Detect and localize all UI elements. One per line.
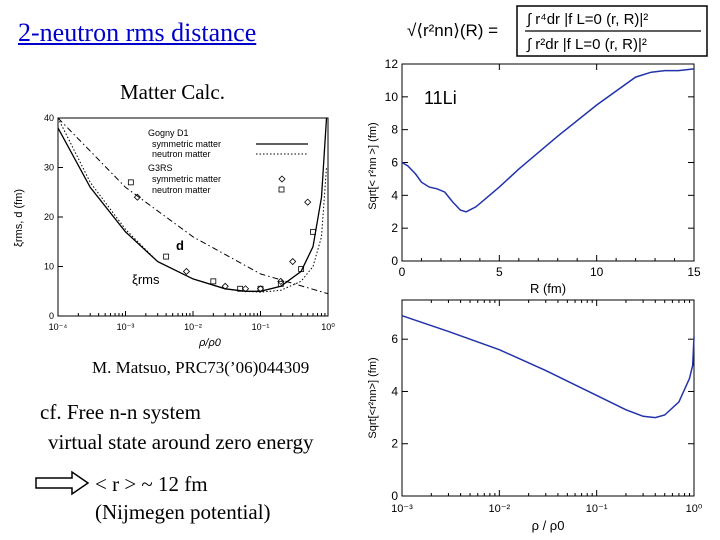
square-point xyxy=(163,253,170,260)
citation: M. Matsuo, PRC73(’06)044309 xyxy=(92,358,310,377)
x-tick-label: 0 xyxy=(399,265,406,279)
legend-square xyxy=(278,186,285,193)
x-tick-label: 10⁻¹ xyxy=(586,503,608,515)
y-tick-label: 20 xyxy=(44,212,54,222)
x-axis-label: R (fm) xyxy=(530,281,566,296)
diamond-point xyxy=(256,285,265,293)
x-tick-label: 10⁻² xyxy=(184,322,202,332)
y-axis-label: ξrms, d (fm) xyxy=(13,189,25,247)
series-line-11li xyxy=(401,68,695,213)
y-tick-label: 4 xyxy=(391,188,398,202)
diamond-point xyxy=(289,257,297,266)
y-tick-label: 12 xyxy=(385,57,399,71)
x-tick-label: 10⁻¹ xyxy=(252,322,270,332)
x-axis-label: ρ/ρ0 xyxy=(198,337,222,349)
x-tick-label: 10 xyxy=(590,265,604,279)
square-point xyxy=(310,228,316,235)
matsuo-density-chart: 10⁻⁴ 10⁻³ 10⁻² 10⁻¹ 10⁰ 0 10 20 30 40 ρ/ρ0 ξrms, d … xyxy=(13,113,335,349)
series-line-2 xyxy=(57,117,329,295)
formula-lhs: √⟨r²nn⟩(R) = xyxy=(407,21,498,40)
plot-title-11li: 11Li xyxy=(424,88,457,108)
square-point xyxy=(210,278,217,285)
y-tick-label: 0 xyxy=(391,254,398,268)
matter-calc-label: Matter Calc. xyxy=(120,80,225,104)
x-tick-label: 10⁻³ xyxy=(117,322,135,332)
diamond-point xyxy=(221,282,229,290)
y-tick-label: 6 xyxy=(391,156,398,170)
y-axis-label: Sqrt[<r²nn>] (fm) xyxy=(367,357,379,438)
x-tick-label: 10⁻⁴ xyxy=(49,322,68,332)
legend-diamond xyxy=(278,175,286,183)
annotation-d: d xyxy=(176,238,184,253)
formula-numerator: ∫ r⁴dr |f L=0 (r, R)|² xyxy=(526,11,648,28)
y-tick-label: 0 xyxy=(49,311,54,321)
li11-vs-r-chart: 0 5 10 15 0 2 4 6 8 10 12 R (fm) Sqrt[< r²nn >] (fm)… xyxy=(367,57,701,296)
legend-group-1: Gogny D1 xyxy=(148,128,189,138)
square-point xyxy=(127,179,134,186)
diamond-point xyxy=(304,198,312,206)
x-tick-label: 10⁻² xyxy=(488,503,510,515)
result-line-1: < r > ~ 12 fm xyxy=(95,472,208,496)
note-line-2: virtual state around zero energy xyxy=(48,430,314,454)
note-line-1: cf. Free n-n system xyxy=(40,400,201,424)
y-tick-label: 2 xyxy=(391,221,398,235)
result-line-2: (Nijmegen potential) xyxy=(95,500,271,524)
formula-box xyxy=(516,5,708,57)
plot-frame xyxy=(401,299,695,497)
x-tick-label: 10⁰ xyxy=(686,503,703,515)
rms-formula: √⟨r²nn⟩(R) = ∫ r⁴dr |f L=0 (r, R)|² ∫ r²… xyxy=(407,5,708,57)
y-tick-label: 10 xyxy=(385,90,399,104)
diamond-point xyxy=(277,277,285,285)
diamond-point xyxy=(241,285,250,293)
y-tick-label: 2 xyxy=(391,437,398,451)
annotation-xi: ξrms xyxy=(132,272,160,287)
x-axis-label: ρ / ρ0 xyxy=(532,518,565,533)
legend-group-2: G3RS xyxy=(148,163,173,173)
square-point xyxy=(298,266,305,272)
y-axis-label: Sqrt[< r²nn >] (fm) xyxy=(367,122,379,209)
diamond-point xyxy=(133,193,141,201)
y-tick-label: 8 xyxy=(391,123,398,137)
y-tick-label: 30 xyxy=(44,163,54,173)
square-point xyxy=(237,285,244,292)
formula-denominator: ∫ r²dr |f L=0 (r, R)|² xyxy=(526,36,647,53)
y-tick-label: 0 xyxy=(391,489,398,503)
legend-label: symmetric matter xyxy=(152,139,221,149)
diamond-point xyxy=(182,267,191,276)
li11-vs-density-chart: 10⁻³ 10⁻² 10⁻¹ 10⁰ 0 2 4 6 ρ / ρ0 Sqrt[<r²nn>] (f… xyxy=(367,299,703,533)
y-tick-label: 40 xyxy=(44,113,54,123)
square-point xyxy=(277,280,284,287)
x-tick-label: 5 xyxy=(496,265,503,279)
y-tick-label: 6 xyxy=(391,332,398,346)
arrow-right-icon xyxy=(35,470,90,496)
x-tick-label: 15 xyxy=(687,265,701,279)
y-tick-label: 4 xyxy=(391,384,398,398)
x-tick-label: 10⁰ xyxy=(321,322,335,332)
x-tick-label: 10⁻³ xyxy=(391,503,413,515)
legend-label: neutron matter xyxy=(152,149,211,159)
y-tick-label: 10 xyxy=(44,262,54,272)
legend-label: symmetric matter xyxy=(152,174,221,184)
square-point xyxy=(257,285,264,292)
series-line-density xyxy=(401,314,695,419)
legend-label: neutron matter xyxy=(152,185,211,195)
slide-title: 2-neutron rms distance xyxy=(18,18,257,47)
